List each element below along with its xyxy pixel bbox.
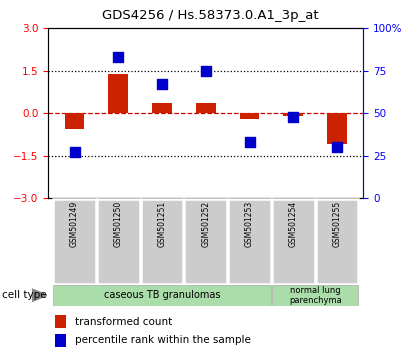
Text: GDS4256 / Hs.58373.0.A1_3p_at: GDS4256 / Hs.58373.0.A1_3p_at [102,9,318,22]
Text: GSM501250: GSM501250 [114,201,123,247]
FancyBboxPatch shape [272,199,315,284]
Text: caseous TB granulomas: caseous TB granulomas [104,290,220,300]
Text: GSM501251: GSM501251 [158,201,167,247]
FancyBboxPatch shape [53,199,96,284]
FancyBboxPatch shape [55,315,66,328]
Point [202,68,209,74]
Polygon shape [32,289,47,302]
Text: percentile rank within the sample: percentile rank within the sample [76,335,251,346]
Text: cell type: cell type [2,290,47,300]
Point [246,139,253,145]
FancyBboxPatch shape [184,199,227,284]
Text: transformed count: transformed count [76,316,173,327]
Point [159,81,165,87]
FancyBboxPatch shape [228,199,271,284]
Bar [108,74,128,113]
Point [290,114,297,120]
Bar [284,113,303,115]
FancyBboxPatch shape [55,334,66,347]
Text: normal lung
parenchyma: normal lung parenchyma [289,286,341,305]
Bar [196,103,215,113]
Bar [327,113,347,144]
FancyBboxPatch shape [97,199,140,284]
Point [334,144,341,150]
Text: GSM501249: GSM501249 [70,201,79,247]
Text: GSM501254: GSM501254 [289,201,298,247]
FancyBboxPatch shape [272,285,359,306]
Point [115,55,122,60]
Text: GSM501253: GSM501253 [245,201,254,247]
Point [71,149,78,155]
Text: GSM501255: GSM501255 [333,201,341,247]
FancyBboxPatch shape [141,199,184,284]
Bar [65,113,84,129]
Bar [152,103,172,113]
Text: GSM501252: GSM501252 [201,201,210,247]
Bar [240,113,260,119]
FancyBboxPatch shape [53,285,271,306]
FancyBboxPatch shape [315,199,359,284]
